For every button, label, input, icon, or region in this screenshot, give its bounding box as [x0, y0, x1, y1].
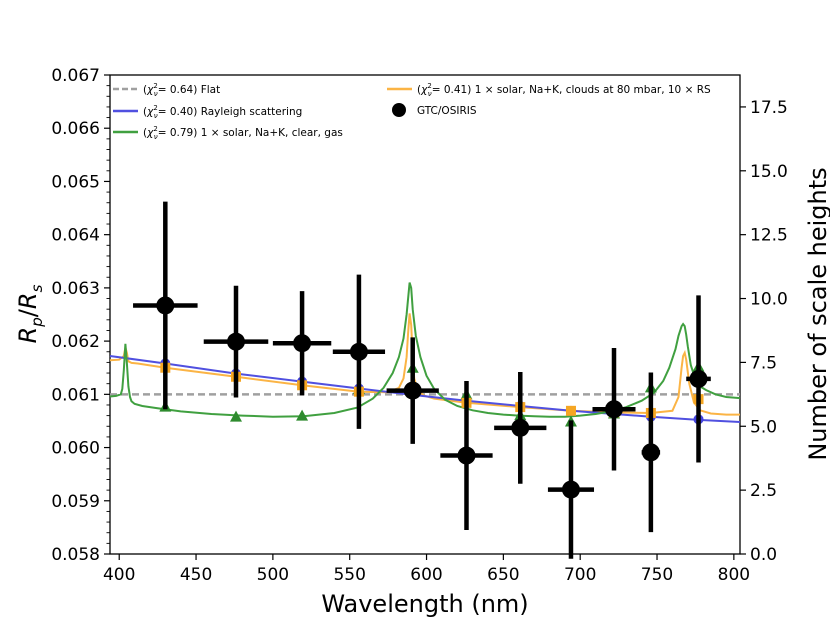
legend-clear-label: (χ2 ν= 0.79) 1 × solar, Na+K, clear, gas: [143, 125, 343, 141]
y-right-tick-label: 12.5: [750, 226, 788, 246]
legend-entry-data: GTC/OSIRIS: [392, 103, 477, 117]
clear-bin-marker: [296, 409, 309, 421]
data-point: [605, 400, 623, 419]
x-tick-label: 450: [180, 565, 212, 585]
y-tick-label: 0.058: [51, 545, 100, 565]
legend-flat-label: (χ2 ν= 0.64) Flat: [143, 82, 220, 98]
x-tick-label: 550: [333, 565, 365, 585]
y-tick-label: 0.062: [51, 332, 100, 352]
data-point: [561, 480, 580, 499]
data-point: [156, 296, 175, 315]
x-tick-label: 650: [487, 565, 519, 585]
data-point: [293, 334, 312, 353]
y-right-axis-title: Number of scale heights: [804, 167, 830, 460]
y-tick-label: 0.063: [51, 279, 100, 299]
data-point: [457, 446, 476, 465]
legend-entry-flat: (χ2 ν= 0.64) Flat: [113, 82, 220, 98]
x-tick-label: 400: [103, 565, 135, 585]
y-right-tick-label: 10.0: [750, 290, 788, 310]
y-right-tick-label: 15.0: [750, 162, 788, 182]
plot-area-frame: [109, 74, 741, 555]
x-tick-label: 500: [257, 565, 289, 585]
y-tick-label: 0.065: [51, 172, 100, 192]
y-right-tick-label: 17.5: [750, 98, 788, 118]
y-tick-label: 0.059: [51, 492, 100, 512]
legend-entry-cloudy: (χ2 ν= 0.41) 1 × solar, Na+K, clouds at 8…: [387, 82, 711, 98]
x-axis-title: Wavelength (nm): [321, 590, 528, 618]
legend-data-label: GTC/OSIRIS: [417, 105, 477, 117]
x-tick-label: 750: [641, 565, 673, 585]
y-right-tick-label: 7.5: [750, 353, 777, 373]
y-tick-label: 0.061: [51, 385, 100, 405]
data-point: [689, 369, 708, 388]
y-tick-label: 0.066: [51, 119, 100, 139]
y-tick-label: 0.060: [51, 439, 100, 459]
legend-cloudy-label: (χ2 ν= 0.41) 1 × solar, Na+K, clouds at 8…: [417, 82, 711, 98]
legend: (χ2 ν= 0.64) Flat (χ2 ν= 0.40) Rayleigh sc…: [113, 82, 711, 141]
data-point: [227, 332, 245, 351]
y-right-tick-label: 2.5: [750, 481, 777, 501]
y-right-tick-label: 0.0: [750, 545, 777, 565]
x-tick-label: 700: [564, 565, 596, 585]
data-point: [511, 418, 530, 437]
y-tick-label: 0.067: [51, 66, 100, 86]
data-point: [403, 381, 422, 400]
clear-bin-marker: [230, 410, 242, 422]
legend-rayleigh-label: (χ2 ν= 0.40) Rayleigh scattering: [143, 104, 302, 120]
legend-entry-rayleigh: (χ2 ν= 0.40) Rayleigh scattering: [113, 104, 302, 120]
data-point: [641, 443, 660, 462]
y-axis-title: Rp/Rs: [14, 284, 46, 343]
clear-model-line: [109, 282, 741, 418]
x-tick-label: 800: [718, 565, 750, 585]
cloudy-bin-marker: [565, 405, 576, 416]
x-tick-label: 600: [410, 565, 442, 585]
y-tick-label: 0.064: [51, 226, 100, 246]
data-point: [349, 342, 368, 361]
y-right-tick-label: 5.0: [750, 417, 777, 437]
legend-entry-clear: (χ2 ν= 0.79) 1 × solar, Na+K, clear, gas: [113, 125, 343, 141]
legend-data-marker: [392, 103, 406, 117]
